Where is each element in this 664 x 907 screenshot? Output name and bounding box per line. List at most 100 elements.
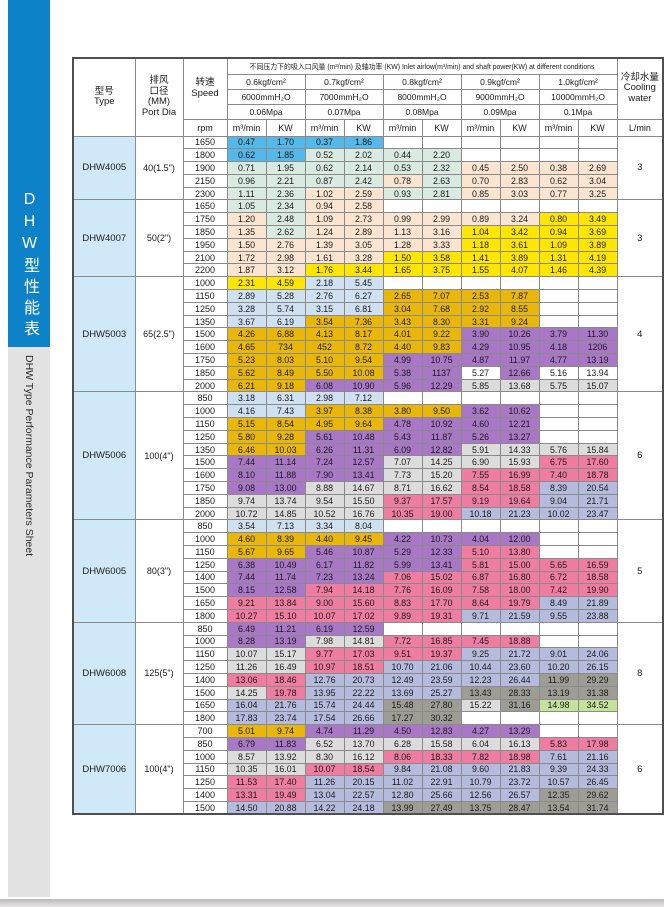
- rpm-cell: 700: [182, 724, 228, 738]
- value-cell: 1.46: [538, 263, 579, 278]
- value-cell: [382, 199, 423, 214]
- value-cell: 3.28: [226, 301, 267, 316]
- value-cell: 11.02: [382, 775, 423, 790]
- value-cell: 5.62: [226, 365, 267, 380]
- power-unit-header: KW: [577, 118, 618, 137]
- value-cell: 9.37: [382, 493, 423, 508]
- rpm-cell: 1350: [182, 442, 228, 457]
- value-cell: 3.28: [343, 250, 384, 265]
- value-cell: 2.02: [343, 148, 384, 163]
- table-row: DHW5003 65(2.5") 1000 2.31 4.59 2.18 5.45 4: [72, 276, 664, 393]
- value-cell: [538, 135, 579, 150]
- value-cell: [421, 276, 462, 291]
- table-row: 1250 6.38 10.49 6.17 11.82 5.99 13.41 5.81 15.00…: [73, 557, 663, 572]
- value-cell: 0.62: [226, 148, 267, 163]
- value-cell: 17.27: [382, 711, 423, 726]
- pressure-mpa-header: 0.09Mpa: [460, 103, 540, 120]
- table-row: 1150 5.67 9.65 5.46 10.87 5.29 12.33 5.10 13.80: [73, 545, 663, 559]
- value-cell: 14.67: [343, 481, 384, 495]
- value-cell: 2.98: [265, 250, 306, 265]
- value-cell: 2.89: [343, 225, 384, 239]
- value-cell: 12.56: [460, 788, 501, 802]
- value-cell: 4.39: [577, 263, 618, 278]
- value-cell: [577, 301, 618, 316]
- value-cell: 19.64: [499, 493, 540, 508]
- value-cell: 2.42: [343, 173, 384, 188]
- value-cell: 1.61: [304, 250, 345, 265]
- table-row: 2200 1.87 3.12 1.76 3.44 1.65 3.75 1.55 4.07 1.46…: [73, 263, 663, 278]
- value-cell: 8.30: [304, 749, 345, 764]
- value-cell: 10.79: [460, 775, 501, 790]
- value-cell: 24.06: [577, 647, 618, 662]
- value-cell: 1.65: [382, 263, 423, 278]
- value-cell: 7.23: [304, 570, 345, 585]
- value-cell: 14.81: [343, 634, 384, 649]
- value-cell: 7.87: [499, 289, 540, 303]
- value-cell: 2.76: [265, 237, 306, 252]
- flow-unit-header: m³/min: [460, 118, 501, 137]
- value-cell: [460, 199, 501, 214]
- cooling-water-cell: 8: [616, 621, 664, 726]
- value-cell: 13.92: [265, 749, 306, 764]
- value-cell: 6.26: [304, 442, 345, 457]
- value-cell: [538, 301, 579, 316]
- value-cell: 9.18: [265, 378, 306, 393]
- value-cell: [538, 634, 579, 649]
- value-cell: 7.58: [460, 583, 501, 598]
- value-cell: 23.60: [499, 660, 540, 674]
- value-cell: 4.13: [304, 327, 345, 342]
- value-cell: 16.99: [499, 468, 540, 483]
- value-cell: 1206: [577, 340, 618, 355]
- value-cell: 0.94: [538, 225, 579, 239]
- value-cell: 12.76: [304, 672, 345, 687]
- value-cell: 15.17: [265, 647, 306, 662]
- value-cell: 19.90: [577, 583, 618, 598]
- value-cell: 13.04: [304, 788, 345, 802]
- value-cell: 1.24: [304, 225, 345, 239]
- value-cell: 9.74: [226, 493, 267, 508]
- rpm-cell: 1150: [182, 417, 228, 431]
- cooling-unit-header: L/min: [616, 118, 664, 137]
- cooling-water-cell: 6: [616, 391, 664, 521]
- value-cell: 8.39: [265, 532, 306, 546]
- table-row: 1000 8.28 13.19 7.98 14.81 7.72 16.85 7.45 18.88: [73, 634, 663, 649]
- value-cell: 5.91: [460, 442, 501, 457]
- rpm-cell: 1850: [182, 225, 228, 239]
- value-cell: 10.72: [226, 506, 267, 521]
- table-row: 1500 7.44 11.14 7.24 12.57 7.07 14.25 6.90 15.93…: [73, 455, 663, 470]
- value-cell: 2.69: [577, 161, 618, 175]
- value-cell: 10.35: [382, 506, 423, 521]
- value-cell: 3.31: [460, 314, 501, 329]
- rpm-cell: 1150: [182, 647, 228, 662]
- value-cell: 9.83: [421, 340, 462, 355]
- value-cell: 7.12: [343, 391, 384, 406]
- value-cell: 7.76: [382, 583, 423, 598]
- value-cell: 17.03: [343, 647, 384, 662]
- sidebar-title-en: DHW Type Performance Parameters Sheet: [23, 355, 35, 557]
- value-cell: 31.74: [577, 800, 618, 815]
- value-cell: 4.74: [304, 724, 345, 738]
- value-cell: 3.54: [304, 314, 345, 329]
- value-cell: 27.80: [421, 698, 462, 713]
- value-cell: 22.91: [421, 775, 462, 790]
- table-row: 1600 4.65 734 452 8.72 4.40 9.83 4.29 10.95 4.18 1…: [73, 340, 663, 355]
- rpm-cell: 1750: [182, 212, 228, 227]
- value-cell: 10.57: [538, 775, 579, 790]
- value-cell: 1.35: [226, 225, 267, 239]
- value-cell: 3.54: [226, 519, 267, 534]
- value-cell: 16.85: [421, 634, 462, 649]
- value-cell: 17.02: [343, 608, 384, 623]
- value-cell: 11.82: [343, 557, 384, 572]
- value-cell: 8.83: [382, 596, 423, 610]
- value-cell: [421, 199, 462, 214]
- value-cell: 4.65: [226, 340, 267, 355]
- value-cell: 8.38: [343, 404, 384, 419]
- cooling-water-cell: 4: [616, 276, 664, 393]
- value-cell: 18.46: [265, 672, 306, 687]
- value-cell: 23.72: [499, 775, 540, 790]
- flow-unit-header: m³/min: [304, 118, 345, 137]
- value-cell: 3.89: [499, 250, 540, 265]
- table-row: 1250 3.28 5.74 3.15 6.81 3.04 7.68 2.92 8.55: [73, 301, 663, 316]
- pressure-kgf-header: 0.8kgf/cm²: [382, 73, 462, 90]
- value-cell: [382, 276, 423, 291]
